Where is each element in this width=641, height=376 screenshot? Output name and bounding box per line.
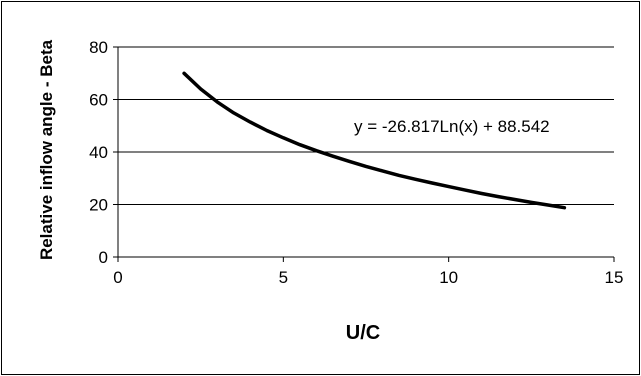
- gridlines: [118, 46, 614, 205]
- x-tick-label-5: 5: [279, 268, 288, 287]
- x-tick-label-0: 0: [113, 268, 122, 287]
- y-tick-label-20: 20: [89, 196, 108, 215]
- y-tick-labels: 0 20 40 60 80: [89, 38, 108, 267]
- y-tick-label-80: 80: [89, 38, 108, 57]
- x-tick-labels: 0 5 10 15: [113, 268, 623, 287]
- y-axis-title: Relative inflow angle - Beta: [37, 39, 56, 260]
- y-tick-label-0: 0: [99, 248, 108, 267]
- series-line-0: [182, 71, 567, 210]
- axes: [113, 46, 615, 262]
- y-tick-label-40: 40: [89, 143, 108, 162]
- series-layer: [182, 71, 567, 210]
- x-tick-label-10: 10: [439, 268, 458, 287]
- y-tick-label-60: 60: [89, 91, 108, 110]
- trendline-equation: y = -26.817Ln(x) + 88.542: [354, 117, 550, 136]
- x-tick-label-15: 15: [605, 268, 624, 287]
- x-axis-title: U/C: [346, 322, 380, 344]
